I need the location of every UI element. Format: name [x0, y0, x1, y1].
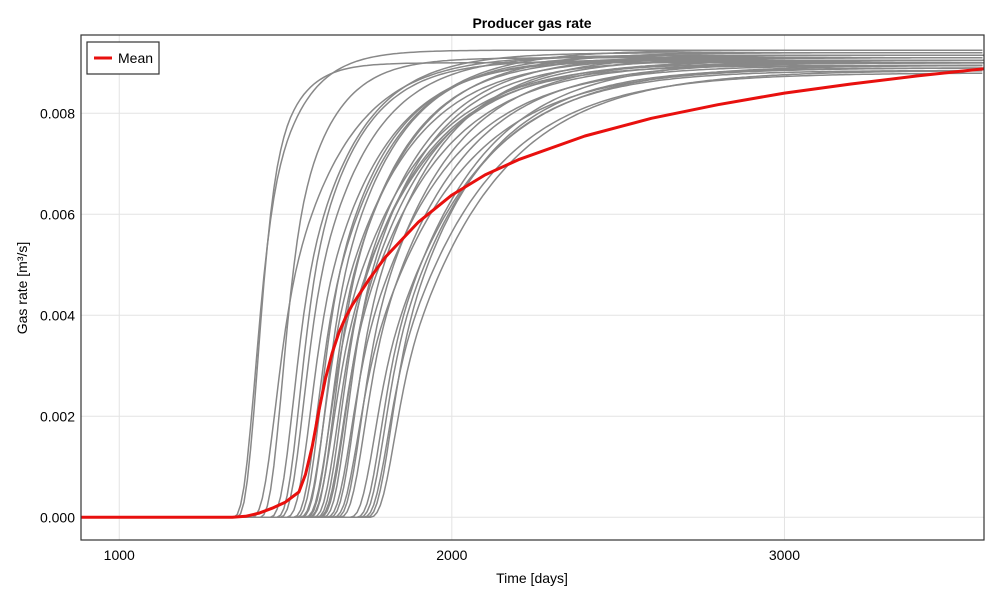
ensemble-line [81, 64, 983, 519]
ensemble-line [81, 59, 983, 519]
ensemble-line [81, 70, 983, 519]
y-tick-label: 0.002 [40, 408, 75, 424]
ensemble-line [81, 59, 983, 519]
ensemble-line [81, 54, 984, 519]
ensemble-line [81, 69, 983, 519]
ensemble-line [81, 56, 983, 519]
ensemble-line [81, 54, 983, 519]
x-axis-label: Time [days] [496, 570, 568, 586]
plot-frame [80, 34, 985, 541]
y-tick-label: 0.006 [40, 206, 75, 222]
y-tick-label: 0.004 [40, 307, 75, 323]
y-axis-label: Gas rate [m³/s] [14, 242, 30, 335]
mean-line-group [81, 67, 984, 519]
ensemble-line [81, 51, 983, 519]
ensemble-line [81, 54, 984, 519]
ensemble-line [81, 67, 983, 519]
y-tick-label: 0.008 [40, 105, 75, 121]
ensemble-line [81, 62, 983, 519]
ensemble-line [81, 59, 984, 519]
ensemble-line [81, 54, 983, 519]
ensemble-line [81, 62, 984, 519]
ensemble-line [81, 49, 983, 519]
ensemble-line [81, 54, 983, 519]
ensemble-line [81, 64, 983, 519]
mean-line [81, 67, 984, 519]
grid [81, 35, 984, 540]
chart-title: Producer gas rate [472, 15, 591, 31]
ensemble-line [81, 72, 983, 519]
legend: Mean [86, 41, 160, 75]
ensemble-line [81, 56, 983, 519]
x-tick-label: 2000 [436, 547, 467, 563]
ensemble-line [81, 62, 984, 519]
ensemble-line [81, 56, 983, 519]
ensemble-line [81, 64, 983, 519]
x-tick-label: 1000 [104, 547, 135, 563]
ensemble-lines [81, 49, 984, 519]
tick-labels: 1000 2000 3000 0.000 0.002 0.004 0.006 0.008 [40, 105, 800, 563]
ensemble-line [81, 56, 983, 519]
ensemble-line [81, 59, 983, 519]
ensemble-line [81, 59, 983, 519]
ensemble-line [81, 59, 983, 519]
ensemble-line [81, 57, 983, 519]
y-tick-label: 0.000 [40, 509, 75, 525]
ensemble-line [81, 51, 983, 519]
ensemble-line [81, 62, 983, 519]
legend-label-mean: Mean [118, 50, 153, 66]
ensemble-line [81, 67, 983, 519]
x-tick-label: 3000 [769, 547, 800, 563]
